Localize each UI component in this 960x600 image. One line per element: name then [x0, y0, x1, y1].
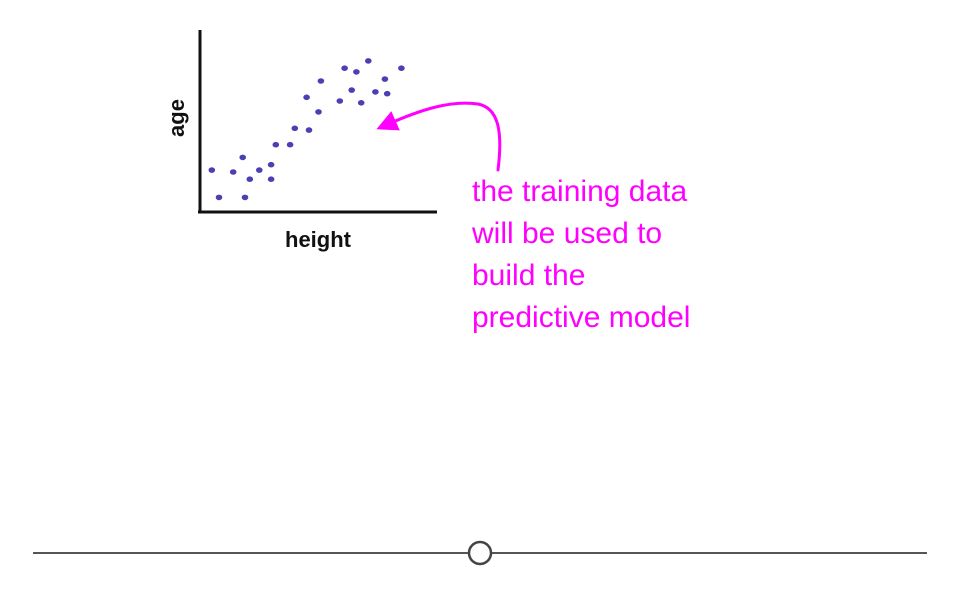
scatter-point — [348, 87, 356, 93]
scatter-point — [286, 141, 294, 148]
scatter-point — [372, 89, 379, 95]
x-axis-title: height — [285, 227, 352, 252]
scatter-point — [246, 176, 254, 182]
scatter-points — [208, 58, 405, 201]
scatter-point — [353, 69, 360, 75]
timeline-scrubber-handle[interactable] — [467, 540, 493, 566]
scatter-point — [365, 58, 372, 64]
timeline[interactable] — [33, 540, 927, 566]
scatter-point — [239, 154, 246, 161]
y-axis-title: age — [164, 99, 189, 137]
scatter-point — [241, 194, 249, 201]
annotation-line-1: the training data — [472, 175, 687, 208]
scatter-point — [208, 167, 216, 173]
annotation-line-2: will be used to — [471, 217, 662, 250]
annotation-arrow — [376, 101, 502, 172]
scatter-point — [267, 161, 275, 168]
scatter-point — [305, 127, 313, 133]
scatter-point — [357, 100, 365, 106]
scatter-point — [383, 90, 391, 97]
scatter-point — [267, 176, 275, 182]
scatter-point — [229, 169, 237, 175]
annotation-text: the training data will be used to build … — [471, 175, 690, 334]
annotation-line-3: build the — [472, 259, 585, 292]
scatter-point — [341, 65, 348, 71]
scatter-point — [303, 94, 310, 101]
scatter-point — [336, 98, 344, 104]
scatter-point — [315, 109, 322, 115]
scatter-point — [272, 141, 280, 148]
scatter-point — [215, 194, 223, 201]
scatter-point — [398, 65, 405, 71]
annotation-line-4: predictive model — [472, 301, 690, 334]
scatter-point — [317, 78, 325, 84]
scatter-point — [255, 167, 263, 173]
scatter-point — [291, 125, 299, 132]
scatter-chart: height age — [164, 30, 437, 252]
scatter-point — [381, 76, 389, 82]
